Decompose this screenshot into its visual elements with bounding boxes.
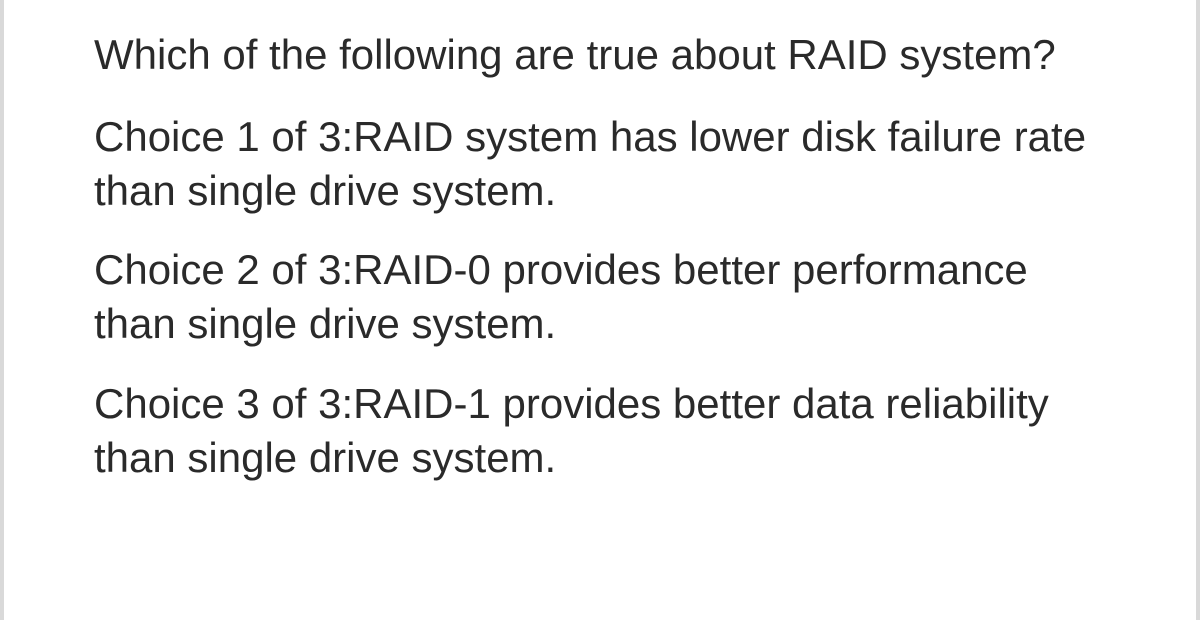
choice-1: Choice 1 of 3:RAID system has lower disk… xyxy=(94,110,1106,218)
choice-2: Choice 2 of 3:RAID-0 provides better per… xyxy=(94,243,1106,351)
choice-3: Choice 3 of 3:RAID-1 provides better dat… xyxy=(94,377,1106,485)
question-card: Which of the following are true about RA… xyxy=(0,0,1200,620)
question-prompt: Which of the following are true about RA… xyxy=(94,28,1106,82)
